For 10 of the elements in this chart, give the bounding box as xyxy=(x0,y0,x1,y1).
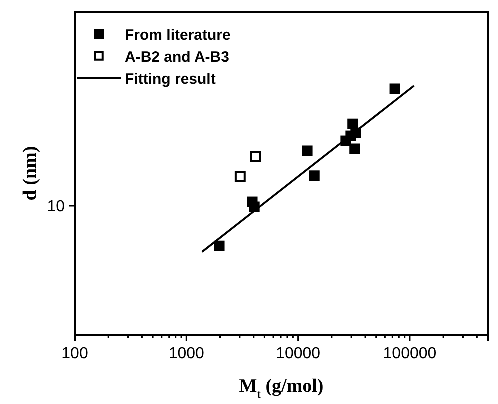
legend-label: From literature xyxy=(125,27,231,44)
legend-label: Fitting result xyxy=(125,71,216,88)
text: 10 xyxy=(47,198,66,216)
x-tick-label: 10000 xyxy=(276,345,321,362)
y-axis-title: d (nm) xyxy=(20,146,41,201)
x-tick-label: 1000 xyxy=(168,345,205,362)
x-tick-label: 100 xyxy=(62,345,88,362)
x-tick-label: 100000 xyxy=(383,345,437,362)
legend-label: A-B2 and A-B3 xyxy=(125,49,230,66)
x-axis-title: M$_{t}$ (g/mol) xyxy=(239,376,324,401)
